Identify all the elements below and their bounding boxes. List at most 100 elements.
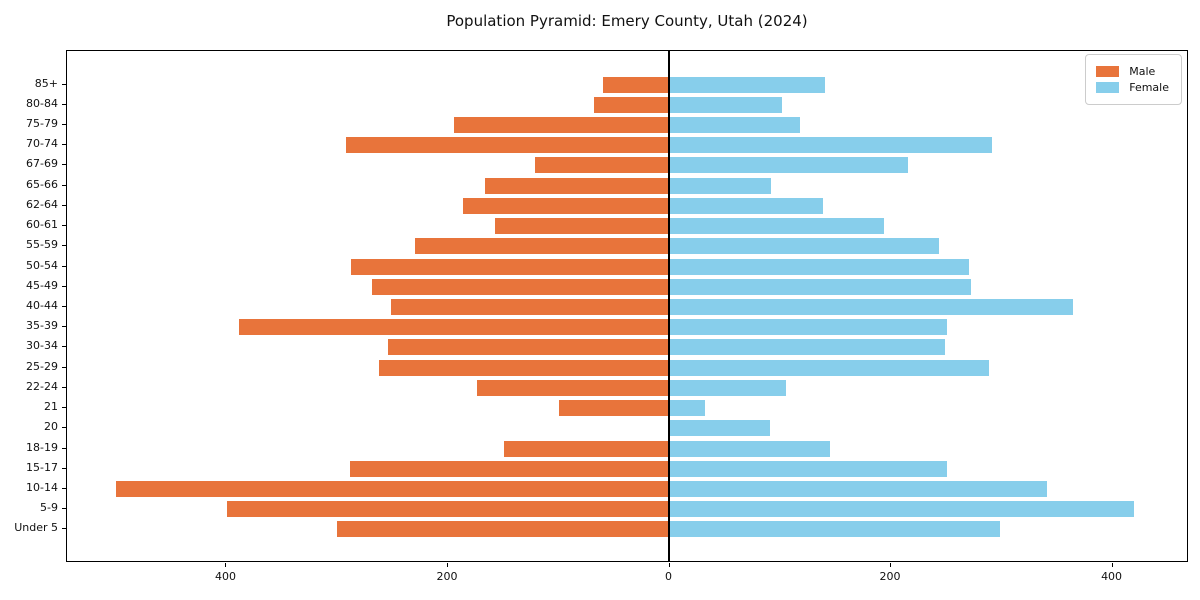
male-bar bbox=[603, 76, 669, 93]
y-tick-label: 35-39 bbox=[26, 319, 58, 333]
plot-area: Male Female bbox=[66, 50, 1188, 562]
x-tick-mark bbox=[668, 563, 670, 567]
male-bar bbox=[345, 137, 669, 154]
x-tick-label: 0 bbox=[665, 570, 673, 583]
legend-entry-female: Female bbox=[1096, 81, 1169, 94]
male-bar bbox=[477, 379, 669, 396]
female-bar bbox=[668, 339, 945, 356]
zero-axis-line bbox=[668, 51, 670, 561]
female-bar bbox=[668, 96, 783, 113]
y-tick-mark bbox=[62, 407, 66, 409]
y-tick-label: 62-64 bbox=[26, 197, 58, 211]
y-tick-label: 18-19 bbox=[26, 440, 58, 454]
x-tick-label: 200 bbox=[879, 570, 901, 583]
y-tick-label: Under 5 bbox=[14, 521, 58, 535]
female-bar bbox=[668, 521, 1001, 538]
y-tick-label: 45-49 bbox=[26, 278, 58, 292]
female-bar bbox=[668, 258, 970, 275]
y-tick-label: 60-61 bbox=[26, 218, 58, 232]
male-bar bbox=[115, 480, 669, 497]
y-tick-label: 70-74 bbox=[26, 137, 58, 151]
female-swatch bbox=[1096, 82, 1120, 93]
legend-entry-male: Male bbox=[1096, 65, 1169, 78]
y-tick-label: 21 bbox=[44, 400, 58, 414]
y-tick-mark bbox=[62, 184, 66, 186]
female-bar bbox=[668, 218, 885, 235]
female-bar bbox=[668, 319, 948, 336]
y-tick-label: 10-14 bbox=[26, 480, 58, 494]
legend-female-label: Female bbox=[1129, 81, 1169, 94]
male-bar bbox=[484, 177, 669, 194]
y-tick-mark bbox=[62, 124, 66, 126]
legend: Male Female bbox=[1085, 54, 1182, 105]
legend-male-label: Male bbox=[1129, 65, 1156, 78]
female-bar bbox=[668, 238, 940, 255]
female-bar bbox=[668, 379, 786, 396]
female-bar bbox=[668, 299, 1074, 315]
male-bar bbox=[336, 521, 669, 538]
y-tick-mark bbox=[62, 366, 66, 368]
y-tick-mark bbox=[62, 204, 66, 206]
female-bar bbox=[668, 117, 801, 134]
y-tick-label: 15-17 bbox=[26, 460, 58, 474]
y-tick-label: 40-44 bbox=[26, 299, 58, 312]
x-tick-label: 400 bbox=[1101, 570, 1123, 583]
y-tick-label: 85+ bbox=[34, 76, 58, 90]
y-tick-label: 80-84 bbox=[26, 96, 58, 110]
male-bar bbox=[415, 238, 669, 255]
female-bar bbox=[668, 76, 826, 93]
y-tick-label: 22-24 bbox=[26, 379, 58, 393]
male-bar bbox=[494, 218, 669, 235]
male-swatch bbox=[1096, 66, 1120, 77]
male-bar bbox=[387, 339, 669, 356]
x-tick-label: 400 bbox=[214, 570, 236, 583]
male-bar bbox=[372, 278, 669, 295]
y-tick-mark bbox=[62, 306, 66, 307]
male-bar bbox=[351, 258, 669, 275]
y-tick-mark bbox=[62, 285, 66, 287]
x-tick-label: 200 bbox=[436, 570, 458, 583]
female-bar bbox=[668, 480, 1047, 497]
y-tick-mark bbox=[62, 265, 66, 267]
y-tick-label: 75-79 bbox=[26, 117, 58, 131]
female-bar bbox=[668, 460, 948, 477]
x-tick-mark bbox=[890, 563, 892, 567]
female-bar bbox=[668, 440, 830, 457]
x-tick-mark bbox=[1111, 563, 1113, 567]
y-tick-label: 55-59 bbox=[26, 238, 58, 252]
male-bar bbox=[378, 359, 669, 376]
y-tick-mark bbox=[62, 467, 66, 469]
y-tick-mark bbox=[62, 225, 66, 227]
y-tick-mark bbox=[62, 245, 66, 247]
y-tick-mark bbox=[62, 103, 66, 105]
y-tick-label: 65-66 bbox=[26, 177, 58, 191]
y-tick-mark bbox=[62, 164, 66, 166]
x-tick-mark bbox=[225, 563, 227, 567]
y-tick-mark bbox=[62, 83, 66, 85]
female-bar bbox=[668, 359, 990, 376]
y-tick-label: 20 bbox=[44, 420, 58, 434]
female-bar bbox=[668, 157, 909, 174]
male-bar bbox=[534, 157, 669, 174]
male-bar bbox=[559, 400, 669, 417]
male-bar bbox=[594, 96, 669, 113]
female-bar bbox=[668, 137, 993, 154]
female-bar bbox=[668, 400, 705, 417]
y-tick-mark bbox=[62, 508, 66, 510]
female-bar bbox=[668, 177, 772, 194]
x-tick-mark bbox=[447, 563, 448, 567]
male-bar bbox=[462, 197, 669, 214]
y-tick-label: 5-9 bbox=[40, 501, 58, 515]
y-tick-label: 25-29 bbox=[26, 359, 58, 373]
y-tick-mark bbox=[62, 447, 66, 449]
male-bar bbox=[239, 319, 669, 336]
male-bar bbox=[390, 299, 669, 315]
y-tick-mark bbox=[62, 386, 66, 388]
y-tick-mark bbox=[62, 346, 66, 348]
chart-title: Population Pyramid: Emery County, Utah (… bbox=[446, 12, 808, 30]
y-tick-label: 50-54 bbox=[26, 258, 58, 272]
y-tick-mark bbox=[62, 144, 66, 146]
y-tick-mark bbox=[62, 528, 66, 530]
male-bar bbox=[503, 440, 669, 457]
